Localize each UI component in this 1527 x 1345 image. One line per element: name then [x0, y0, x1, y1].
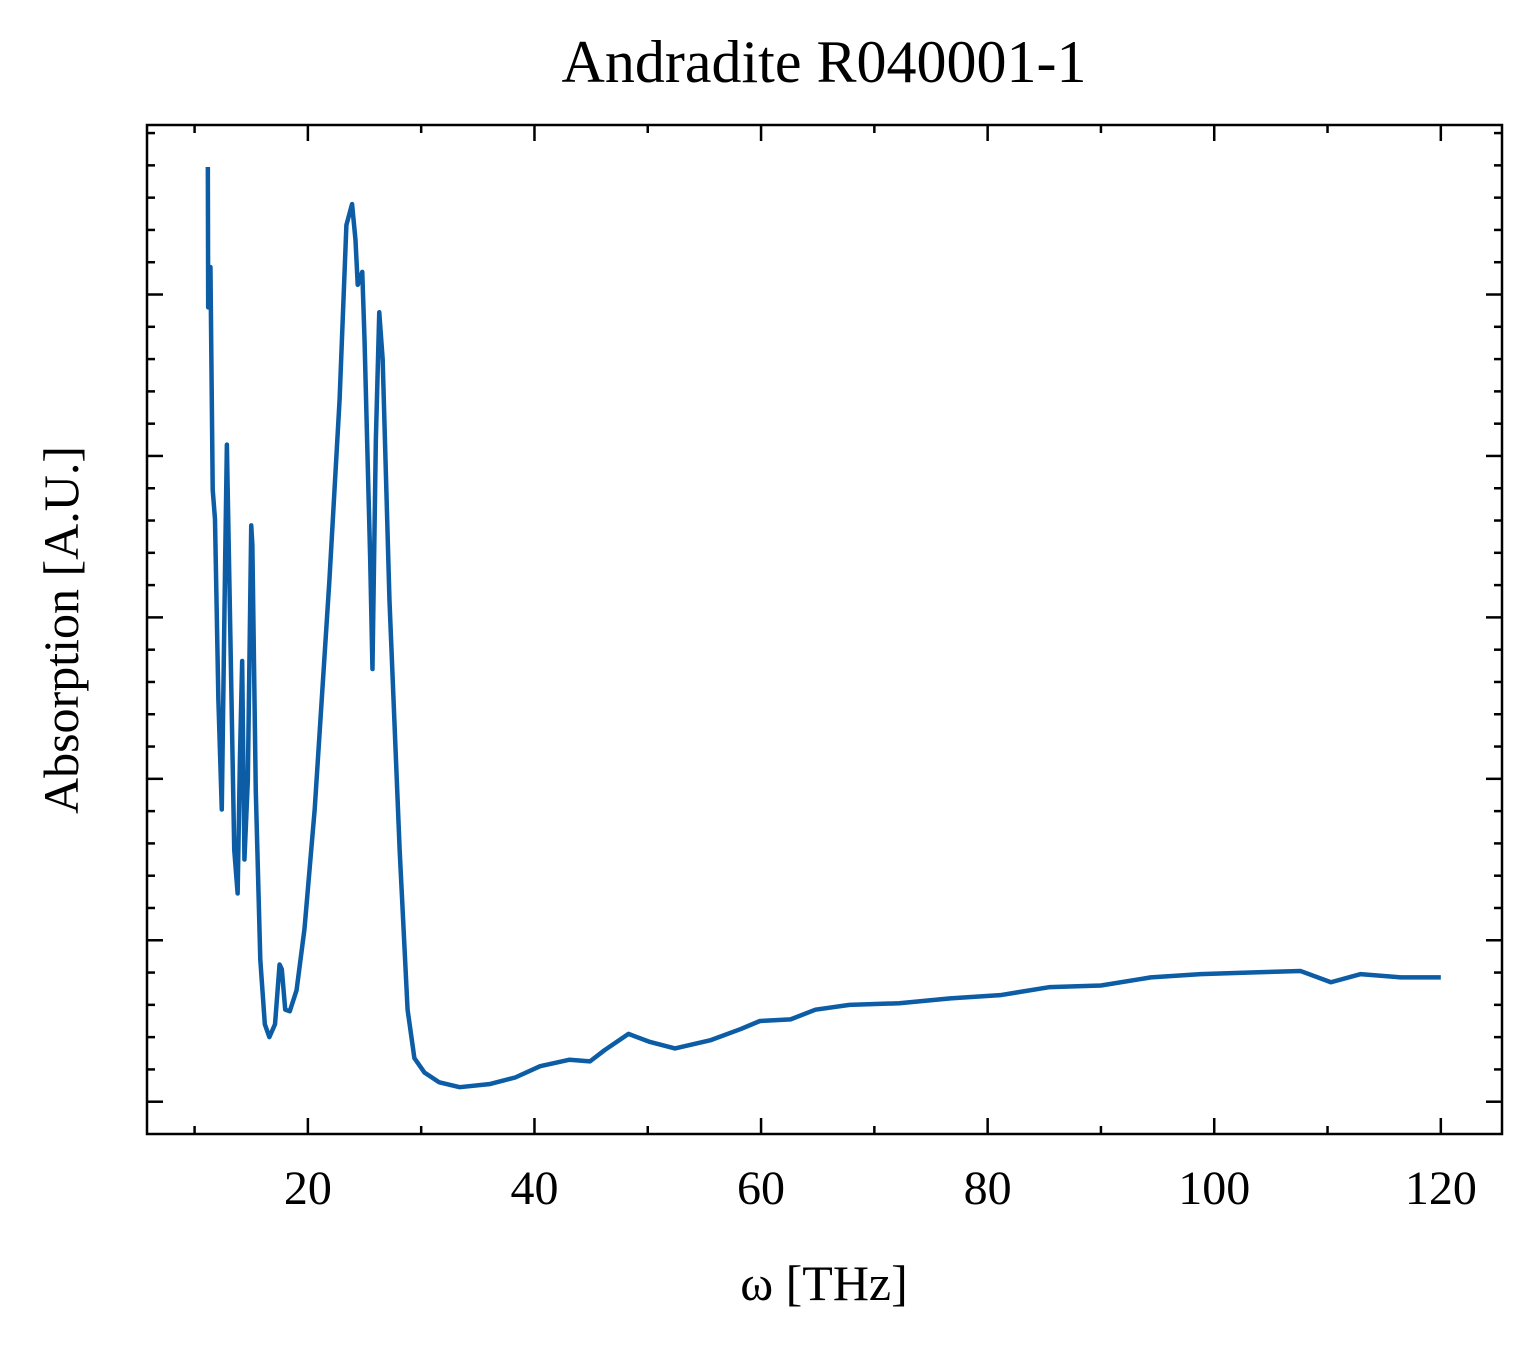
x-tick-label: 120 — [1405, 1162, 1477, 1215]
y-axis-label: Absorption [A.U.] — [33, 446, 89, 814]
data-line — [205, 166, 1441, 1090]
chart-title: Andradite R040001-1 — [562, 29, 1087, 95]
x-tick-label: 100 — [1178, 1162, 1250, 1215]
x-tick-label: 20 — [284, 1162, 332, 1215]
x-axis-label: ω [THz] — [740, 1255, 908, 1311]
x-tick-label: 60 — [737, 1162, 785, 1215]
x-tick-label: 80 — [964, 1162, 1012, 1215]
plot-frame — [145, 123, 1504, 1136]
x-tick-label: 40 — [510, 1162, 558, 1215]
